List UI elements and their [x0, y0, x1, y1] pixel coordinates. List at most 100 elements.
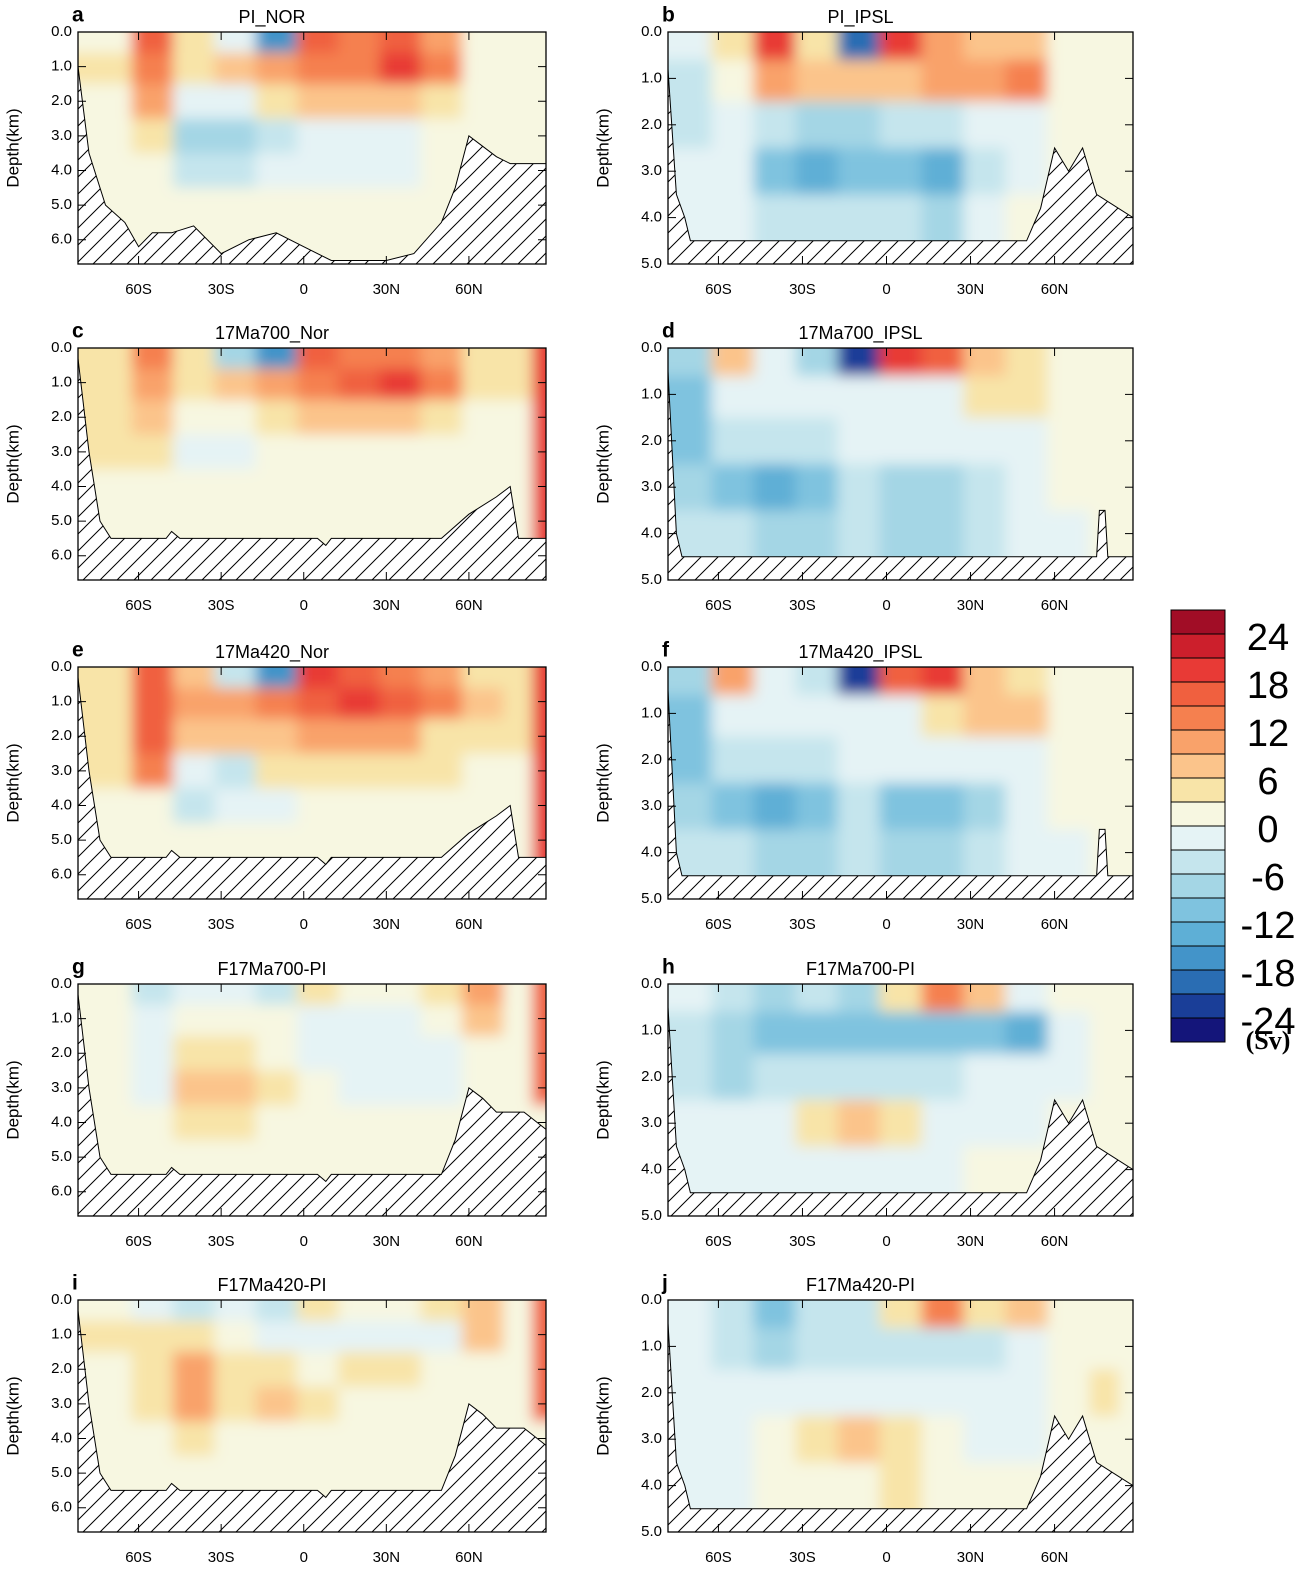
field-cell — [462, 32, 504, 54]
y-tick-label: 4.0 — [51, 796, 72, 813]
field-cell — [296, 1300, 339, 1322]
field-cell — [296, 1070, 339, 1106]
field-cell — [255, 32, 298, 54]
field-cell — [338, 434, 380, 470]
y-axis-label: Depth(km) — [593, 1376, 612, 1455]
x-tick-label: 30S — [789, 916, 816, 933]
field-cell — [214, 1351, 257, 1388]
panel: 60S 30S 0 30N 60N 0.0 1.0 2.0 3.0 4.0 5.0 17Ma420_I… — [593, 639, 1134, 933]
panel: 60S 30S 0 30N 60N 0.0 1.0 2.0 3.0 4.0 5.0 6.0 PI_NOR… — [3, 4, 547, 298]
field-cell — [379, 1386, 422, 1422]
field-cell — [379, 52, 422, 85]
field-cell — [668, 32, 712, 61]
field-cell — [462, 753, 504, 789]
field-cell — [795, 694, 838, 738]
y-tick-label: 3.0 — [641, 478, 662, 495]
field-cell — [837, 148, 880, 195]
bathymetry — [78, 358, 546, 580]
field-cell — [420, 118, 463, 154]
x-tick-label: 0 — [882, 1233, 890, 1250]
field-cell — [131, 1421, 174, 1457]
field-cell — [532, 52, 546, 85]
colorbar-box — [1170, 849, 1226, 875]
field-cell — [379, 153, 422, 189]
field-cell — [711, 694, 754, 738]
field-cell — [214, 1105, 257, 1141]
panel-title: 17Ma420_Nor — [215, 642, 329, 663]
y-tick-label: 2.0 — [641, 116, 662, 133]
field-cell — [879, 694, 923, 738]
field-cell — [837, 1011, 880, 1055]
field-cell — [78, 83, 133, 120]
y-axis-label: Depth(km) — [3, 1060, 22, 1139]
field-cell — [338, 52, 380, 85]
field-cell — [503, 434, 533, 470]
bathymetry — [668, 1007, 1133, 1216]
field-cell — [379, 788, 422, 824]
field-cell — [214, 469, 257, 505]
field-cell — [462, 52, 504, 85]
field-cell — [503, 52, 533, 85]
field-cell — [420, 687, 463, 720]
field-cell — [131, 348, 174, 370]
field-cell — [78, 1351, 133, 1388]
field-cell — [296, 187, 339, 264]
field-cell — [921, 1327, 965, 1371]
field-cell — [172, 667, 215, 689]
field-cell — [1047, 1300, 1091, 1329]
field-cell — [338, 348, 380, 370]
field-cell — [255, 434, 298, 470]
y-tick-label: 0.0 — [641, 658, 662, 675]
y-tick-label: 0.0 — [51, 975, 72, 992]
plot-frame — [667, 31, 1134, 265]
field-cell — [668, 667, 712, 696]
field-cell — [837, 694, 880, 738]
field-cell — [379, 469, 422, 505]
field-cell — [172, 83, 215, 120]
field-cell — [668, 694, 712, 738]
x-tick-label: 30N — [957, 1549, 985, 1566]
field-cell — [1005, 736, 1049, 784]
field-cell — [214, 1004, 257, 1037]
field-cell — [837, 736, 880, 784]
bathymetry — [78, 66, 546, 264]
field-cell — [1118, 32, 1133, 61]
field-cell — [379, 753, 422, 789]
y-tick-label: 4.0 — [641, 1161, 662, 1178]
y-tick-label: 1.0 — [641, 1337, 662, 1354]
field-cell — [420, 434, 463, 470]
field-cell — [131, 753, 174, 789]
x-tick-label: 30S — [208, 916, 235, 933]
y-tick-label: 3.0 — [51, 1395, 72, 1412]
field-cell — [420, 52, 463, 85]
field-cell — [172, 153, 215, 189]
field-cell — [1005, 1327, 1049, 1371]
field-cell — [379, 984, 422, 1006]
colorbar-box — [1170, 801, 1226, 827]
field-cell — [1047, 984, 1091, 1013]
field-cell — [462, 1351, 504, 1388]
y-tick-label: 2.0 — [641, 1384, 662, 1401]
field-cell — [921, 59, 965, 103]
field-cell — [963, 783, 1007, 830]
plot-frame — [667, 666, 1134, 900]
x-tick-label: 60S — [125, 1549, 152, 1566]
field-cell — [879, 464, 923, 511]
field-cell — [172, 1004, 215, 1037]
field-cell — [795, 59, 838, 103]
field-cell — [462, 368, 504, 401]
x-tick-label: 60N — [455, 597, 483, 614]
colorbar-box — [1170, 921, 1226, 947]
y-tick-label: 5.0 — [641, 890, 662, 907]
field-cell — [1089, 1053, 1120, 1101]
field-cell — [879, 1100, 923, 1147]
field-cell — [668, 1011, 712, 1055]
field-cell — [338, 667, 380, 689]
field-cell — [532, 687, 546, 720]
field-cell — [131, 118, 174, 154]
field-cell — [795, 148, 838, 195]
field-cell — [172, 1351, 215, 1388]
field-cell — [532, 984, 546, 1006]
y-tick-label: 1.0 — [641, 704, 662, 721]
field-cell — [753, 375, 796, 419]
